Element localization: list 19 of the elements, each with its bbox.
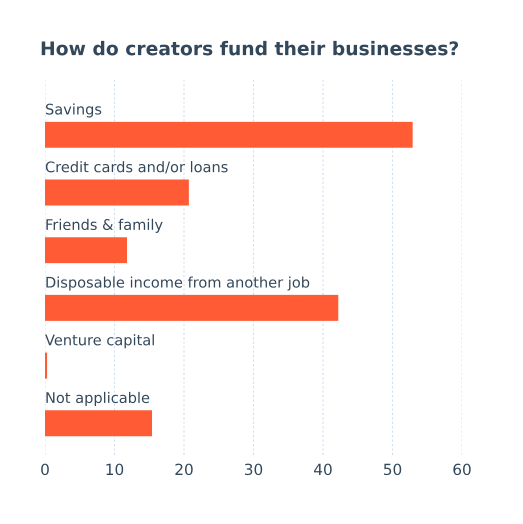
bar xyxy=(45,410,152,436)
x-tick-label: 40 xyxy=(314,464,332,476)
y-tick-label: Venture capital xyxy=(45,334,154,348)
chart-title: How do creators fund their businesses? xyxy=(42,40,458,56)
bar xyxy=(45,237,128,264)
y-tick-label: Not applicable xyxy=(46,392,150,406)
x-tick-label: 60 xyxy=(453,464,471,476)
x-tick-label: 10 xyxy=(106,464,124,476)
bar xyxy=(45,180,189,206)
x-tick-label: 20 xyxy=(175,464,193,476)
y-tick-label: Savings xyxy=(46,103,102,118)
y-tick-label: Friends & family xyxy=(46,218,163,233)
x-tick-label: 30 xyxy=(244,464,262,476)
y-tick-label: Disposable income from another job xyxy=(46,276,310,291)
bar xyxy=(45,122,413,148)
y-tick-label: Credit cards and/or loans xyxy=(46,161,228,174)
bar xyxy=(45,294,338,321)
x-tick-label: 0 xyxy=(41,464,49,476)
x-tick-label: 50 xyxy=(384,464,402,476)
